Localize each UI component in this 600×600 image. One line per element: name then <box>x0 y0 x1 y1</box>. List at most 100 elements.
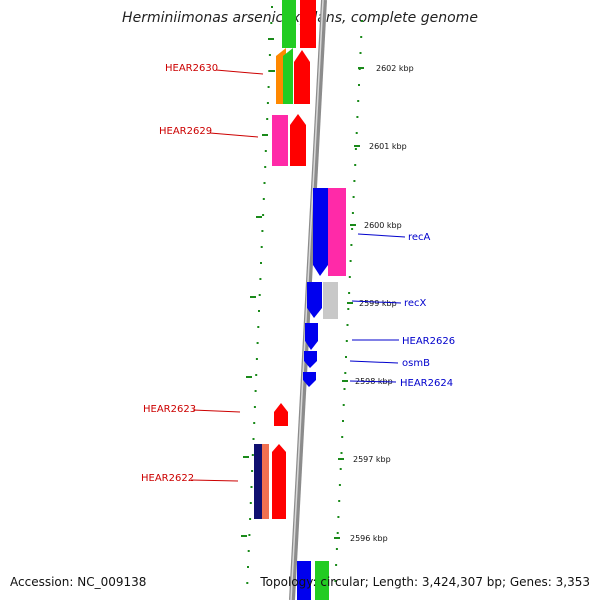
guide-dot <box>271 6 273 8</box>
svg-text:recA: recA <box>408 232 431 243</box>
guide-dot <box>345 340 348 342</box>
gene-label-osmb[interactable]: osmB <box>349 358 430 369</box>
gene-block-green[interactable] <box>282 0 296 48</box>
gene-label-recx[interactable]: recX <box>351 298 427 309</box>
guide-dot <box>345 356 347 358</box>
forward-strand-genes <box>297 188 346 600</box>
svg-text:recX: recX <box>404 298 427 309</box>
guide-dot <box>258 294 261 296</box>
guide-dot <box>334 580 337 582</box>
scale-tick: 2596 kbp <box>334 534 388 543</box>
guide-dot <box>264 150 267 152</box>
guide-dot <box>348 292 351 294</box>
svg-text:HEAR2629: HEAR2629 <box>159 126 212 137</box>
guide-dot <box>256 342 259 344</box>
gene-label-hear2623[interactable]: HEAR2623 <box>143 404 241 415</box>
guide-dot <box>335 564 338 566</box>
gene-labels: HEAR2630 HEAR2629 HEAR2623 HEAR2622 recA… <box>141 63 455 484</box>
gene-label-hear2622[interactable]: HEAR2622 <box>141 473 239 484</box>
guide-dot <box>338 484 341 486</box>
guide-dot <box>348 276 351 278</box>
guide-dot <box>361 20 363 22</box>
svg-text:osmB: osmB <box>402 358 430 369</box>
guide-dot <box>351 212 354 214</box>
gene-block-blue[interactable] <box>297 561 311 600</box>
guide-dot <box>356 116 359 118</box>
guide-dot <box>270 22 273 24</box>
guide-dot <box>253 422 256 424</box>
reverse-strand-genes <box>254 0 316 519</box>
svg-text:HEAR2630: HEAR2630 <box>165 63 218 74</box>
guide-dot <box>254 390 257 392</box>
gene-label-reca[interactable]: recA <box>357 232 431 243</box>
guide-dot <box>248 534 251 536</box>
svg-text:2599 kbp: 2599 kbp <box>359 299 397 308</box>
svg-text:HEAR2623: HEAR2623 <box>143 404 196 415</box>
guide-dot <box>249 502 252 504</box>
gene-arrow-blue[interactable] <box>307 282 322 318</box>
svg-text:2596 kbp: 2596 kbp <box>350 534 388 543</box>
guide-dot <box>344 372 347 374</box>
gene-arrow-red[interactable] <box>272 444 286 519</box>
svg-text:HEAR2626: HEAR2626 <box>402 336 455 347</box>
gene-block-salmon[interactable] <box>262 444 269 519</box>
gene-arrow-red[interactable] <box>294 50 310 104</box>
guide-dot <box>347 308 350 310</box>
guide-dot <box>259 278 262 280</box>
gene-block-navy[interactable] <box>254 444 263 519</box>
svg-text:2601 kbp: 2601 kbp <box>369 142 407 151</box>
outer-guide-dots <box>334 20 363 582</box>
gene-label-hear2624[interactable]: HEAR2624 <box>349 378 453 389</box>
scale-tick: 2601 kbp <box>354 142 407 151</box>
guide-dot <box>352 196 355 198</box>
gene-arrow-blue[interactable] <box>304 351 317 368</box>
gene-arrow-red[interactable] <box>274 403 288 426</box>
guide-dot <box>266 102 269 104</box>
gene-arrow-blue[interactable] <box>313 188 328 276</box>
gene-label-hear2630[interactable]: HEAR2630 <box>165 63 264 75</box>
svg-text:2602 kbp: 2602 kbp <box>376 64 414 73</box>
gene-arrow-blue[interactable] <box>303 372 316 387</box>
guide-dot <box>336 532 339 534</box>
gene-arrow-red[interactable] <box>290 114 306 166</box>
svg-text:2600 kbp: 2600 kbp <box>364 221 402 230</box>
scale-tick: 2600 kbp <box>350 221 402 230</box>
guide-dot <box>251 470 254 472</box>
guide-dot <box>255 374 258 376</box>
gene-arrow-red[interactable] <box>300 0 316 48</box>
guide-dot <box>263 182 266 184</box>
guide-dot <box>253 406 256 408</box>
map-title: Herminiimonas arsenicoxydans, complete g… <box>122 10 478 26</box>
topology-text: Topology: circular; Length: 3,424,307 bp… <box>260 575 590 589</box>
gene-label-hear2626[interactable]: HEAR2626 <box>352 336 455 347</box>
scale-tick: 2599 kbp <box>347 299 397 308</box>
gene-arrow-blue[interactable] <box>305 323 318 350</box>
guide-dot <box>260 246 263 248</box>
guide-dot <box>252 438 255 440</box>
guide-dot <box>247 566 249 568</box>
gene-arrow-green[interactable] <box>283 48 293 104</box>
gene-block-magenta[interactable] <box>328 188 346 276</box>
guide-dot <box>342 404 345 406</box>
guide-dot <box>343 388 346 390</box>
guide-dot <box>360 36 363 38</box>
gene-block-gray[interactable] <box>323 282 338 319</box>
gene-arrow-magenta[interactable] <box>272 115 288 166</box>
guide-dot <box>354 148 357 150</box>
guide-dot <box>349 260 352 262</box>
guide-dot <box>257 326 260 328</box>
guide-dot <box>262 214 265 216</box>
guide-dot <box>261 230 264 232</box>
guide-dot <box>353 180 356 182</box>
guide-dot <box>249 518 252 520</box>
gene-block-green[interactable] <box>315 561 329 600</box>
guide-dot <box>266 118 269 120</box>
gene-label-hear2629[interactable]: HEAR2629 <box>159 126 259 138</box>
guide-dot <box>350 244 353 246</box>
guide-dot <box>359 52 362 54</box>
svg-text:2597 kbp: 2597 kbp <box>353 455 391 464</box>
guide-dot <box>247 550 250 552</box>
scale-tick: 2597 kbp <box>338 455 391 464</box>
guide-dot <box>357 100 360 102</box>
guide-dot <box>342 420 344 422</box>
